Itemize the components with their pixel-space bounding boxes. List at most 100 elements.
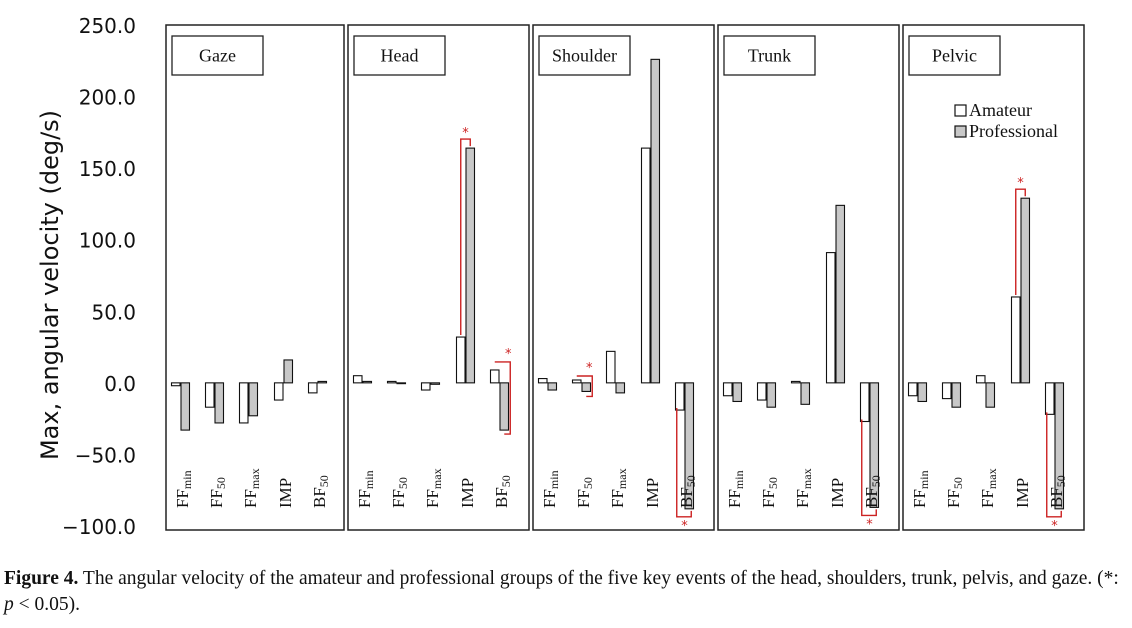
category-label: FFmax: [423, 468, 444, 508]
panel-frame: [532, 24, 715, 531]
significance-marker: *: [586, 361, 593, 376]
bar-amateur: [790, 380, 801, 384]
category-label: FF50: [207, 477, 228, 508]
category-label: FFmin: [173, 470, 194, 508]
bar-professional: [869, 382, 880, 508]
chart: 250.0 200.0 150.0 100.0 50.0 0.0 −50.0 −100.0 M…: [36, 14, 1085, 539]
bar-professional: [917, 382, 928, 403]
bar-professional: [465, 147, 476, 384]
y-tick-label: 200.0: [79, 86, 136, 110]
legend-swatch: [954, 125, 967, 138]
bar-professional: [615, 382, 626, 394]
panel-head: Head FFmin FF50 FFmax IMP * BF50 *: [347, 24, 530, 531]
significance-bracket: [494, 361, 511, 435]
bar-amateur: [674, 382, 685, 411]
y-tick-label: 250.0: [79, 14, 136, 38]
category-label: BF50: [492, 475, 513, 508]
bar-professional: [317, 380, 328, 384]
panel-title-box: [723, 35, 816, 76]
significance-bracket: [861, 419, 877, 517]
category-label: IMP: [276, 478, 295, 508]
panel-frame: [347, 24, 530, 531]
bar-amateur: [273, 382, 284, 401]
category-label: FF50: [759, 477, 780, 508]
caption-p-symbol: p: [4, 594, 14, 615]
bar-professional: [180, 382, 191, 431]
legend-label: Professional: [969, 121, 1058, 141]
y-tick-label: 150.0: [79, 157, 136, 181]
significance-marker: *: [505, 347, 512, 362]
bar-amateur: [1044, 382, 1055, 415]
bar-amateur: [1010, 296, 1021, 384]
y-tick-label: 0.0: [104, 372, 136, 396]
panel-frame: [902, 24, 1085, 531]
category-label: FFmin: [725, 470, 746, 508]
significance-marker: *: [681, 519, 688, 534]
bar-amateur: [756, 382, 767, 401]
category-label: IMP: [643, 478, 662, 508]
panel-title: Pelvic: [932, 46, 977, 66]
panel-shoulder: Shoulder FFmin FF50 * FFmax IMP BF50 *: [532, 24, 715, 534]
category-label: BF50: [862, 475, 883, 508]
bar-professional: [214, 382, 225, 424]
category-label: BF50: [677, 475, 698, 508]
bar-professional: [766, 382, 777, 408]
bar-professional: [985, 382, 996, 408]
significance-bracket: [676, 408, 692, 518]
bar-professional: [430, 382, 441, 385]
bar-professional: [1054, 382, 1065, 510]
bar-amateur: [722, 382, 733, 397]
category-label: FF50: [574, 477, 595, 508]
bar-professional: [396, 382, 407, 385]
category-label: FFmin: [540, 470, 561, 508]
bar-amateur: [537, 378, 548, 384]
bar-amateur: [605, 350, 616, 384]
panel-gaze: Gaze FFmin FF50 FFmax IMP BF50: [165, 24, 345, 531]
panel-title: Shoulder: [552, 46, 617, 66]
panel-pelvic: Pelvic FFmin FF50 FFmax IMP * BF50 *: [902, 24, 1085, 534]
bar-amateur: [489, 369, 500, 384]
category-label: FFmax: [608, 468, 629, 508]
panel-title-box: [538, 35, 631, 76]
caption-label: Figure 4.: [4, 568, 79, 589]
bar-professional: [800, 382, 811, 405]
category-label: FF50: [944, 477, 965, 508]
bar-amateur: [307, 382, 318, 394]
bar-professional: [1020, 197, 1031, 384]
category-label: FFmin: [910, 470, 931, 508]
category-label: IMP: [828, 478, 847, 508]
bar-professional: [283, 359, 294, 384]
bar-professional: [499, 382, 510, 431]
category-label: IMP: [458, 478, 477, 508]
panel-frame: [165, 24, 345, 531]
bar-professional: [650, 58, 661, 384]
bar-amateur: [352, 375, 363, 384]
bar-amateur: [975, 375, 986, 384]
y-tick-label: 100.0: [79, 229, 136, 253]
legend-label: Amateur: [969, 100, 1032, 120]
category-label: FFmax: [978, 468, 999, 508]
category-label: BF50: [310, 475, 331, 508]
significance-bracket: [460, 138, 471, 336]
y-tick-label: −50.0: [75, 443, 136, 467]
bar-amateur: [941, 382, 952, 400]
significance-marker: *: [866, 517, 873, 532]
significance-bracket: [576, 375, 593, 398]
panel-title-box: [908, 35, 1001, 76]
bar-professional: [248, 382, 259, 417]
bar-professional: [547, 382, 558, 391]
significance-marker: *: [462, 126, 469, 141]
category-label: FF50: [389, 477, 410, 508]
panel-title: Head: [381, 46, 419, 66]
y-tick-label: −100.0: [62, 515, 136, 539]
bar-professional: [362, 380, 373, 384]
bar-amateur: [859, 382, 870, 423]
bar-amateur: [571, 379, 582, 384]
bar-amateur: [204, 382, 215, 408]
caption-text: The angular velocity of the amateur and …: [78, 568, 1119, 589]
y-axis-label: Max, angular velocity (deg/s): [36, 110, 64, 460]
bar-amateur: [455, 336, 466, 384]
significance-bracket: [1015, 188, 1026, 295]
panel-title: Trunk: [748, 46, 791, 66]
panel-title-box: [353, 35, 446, 76]
